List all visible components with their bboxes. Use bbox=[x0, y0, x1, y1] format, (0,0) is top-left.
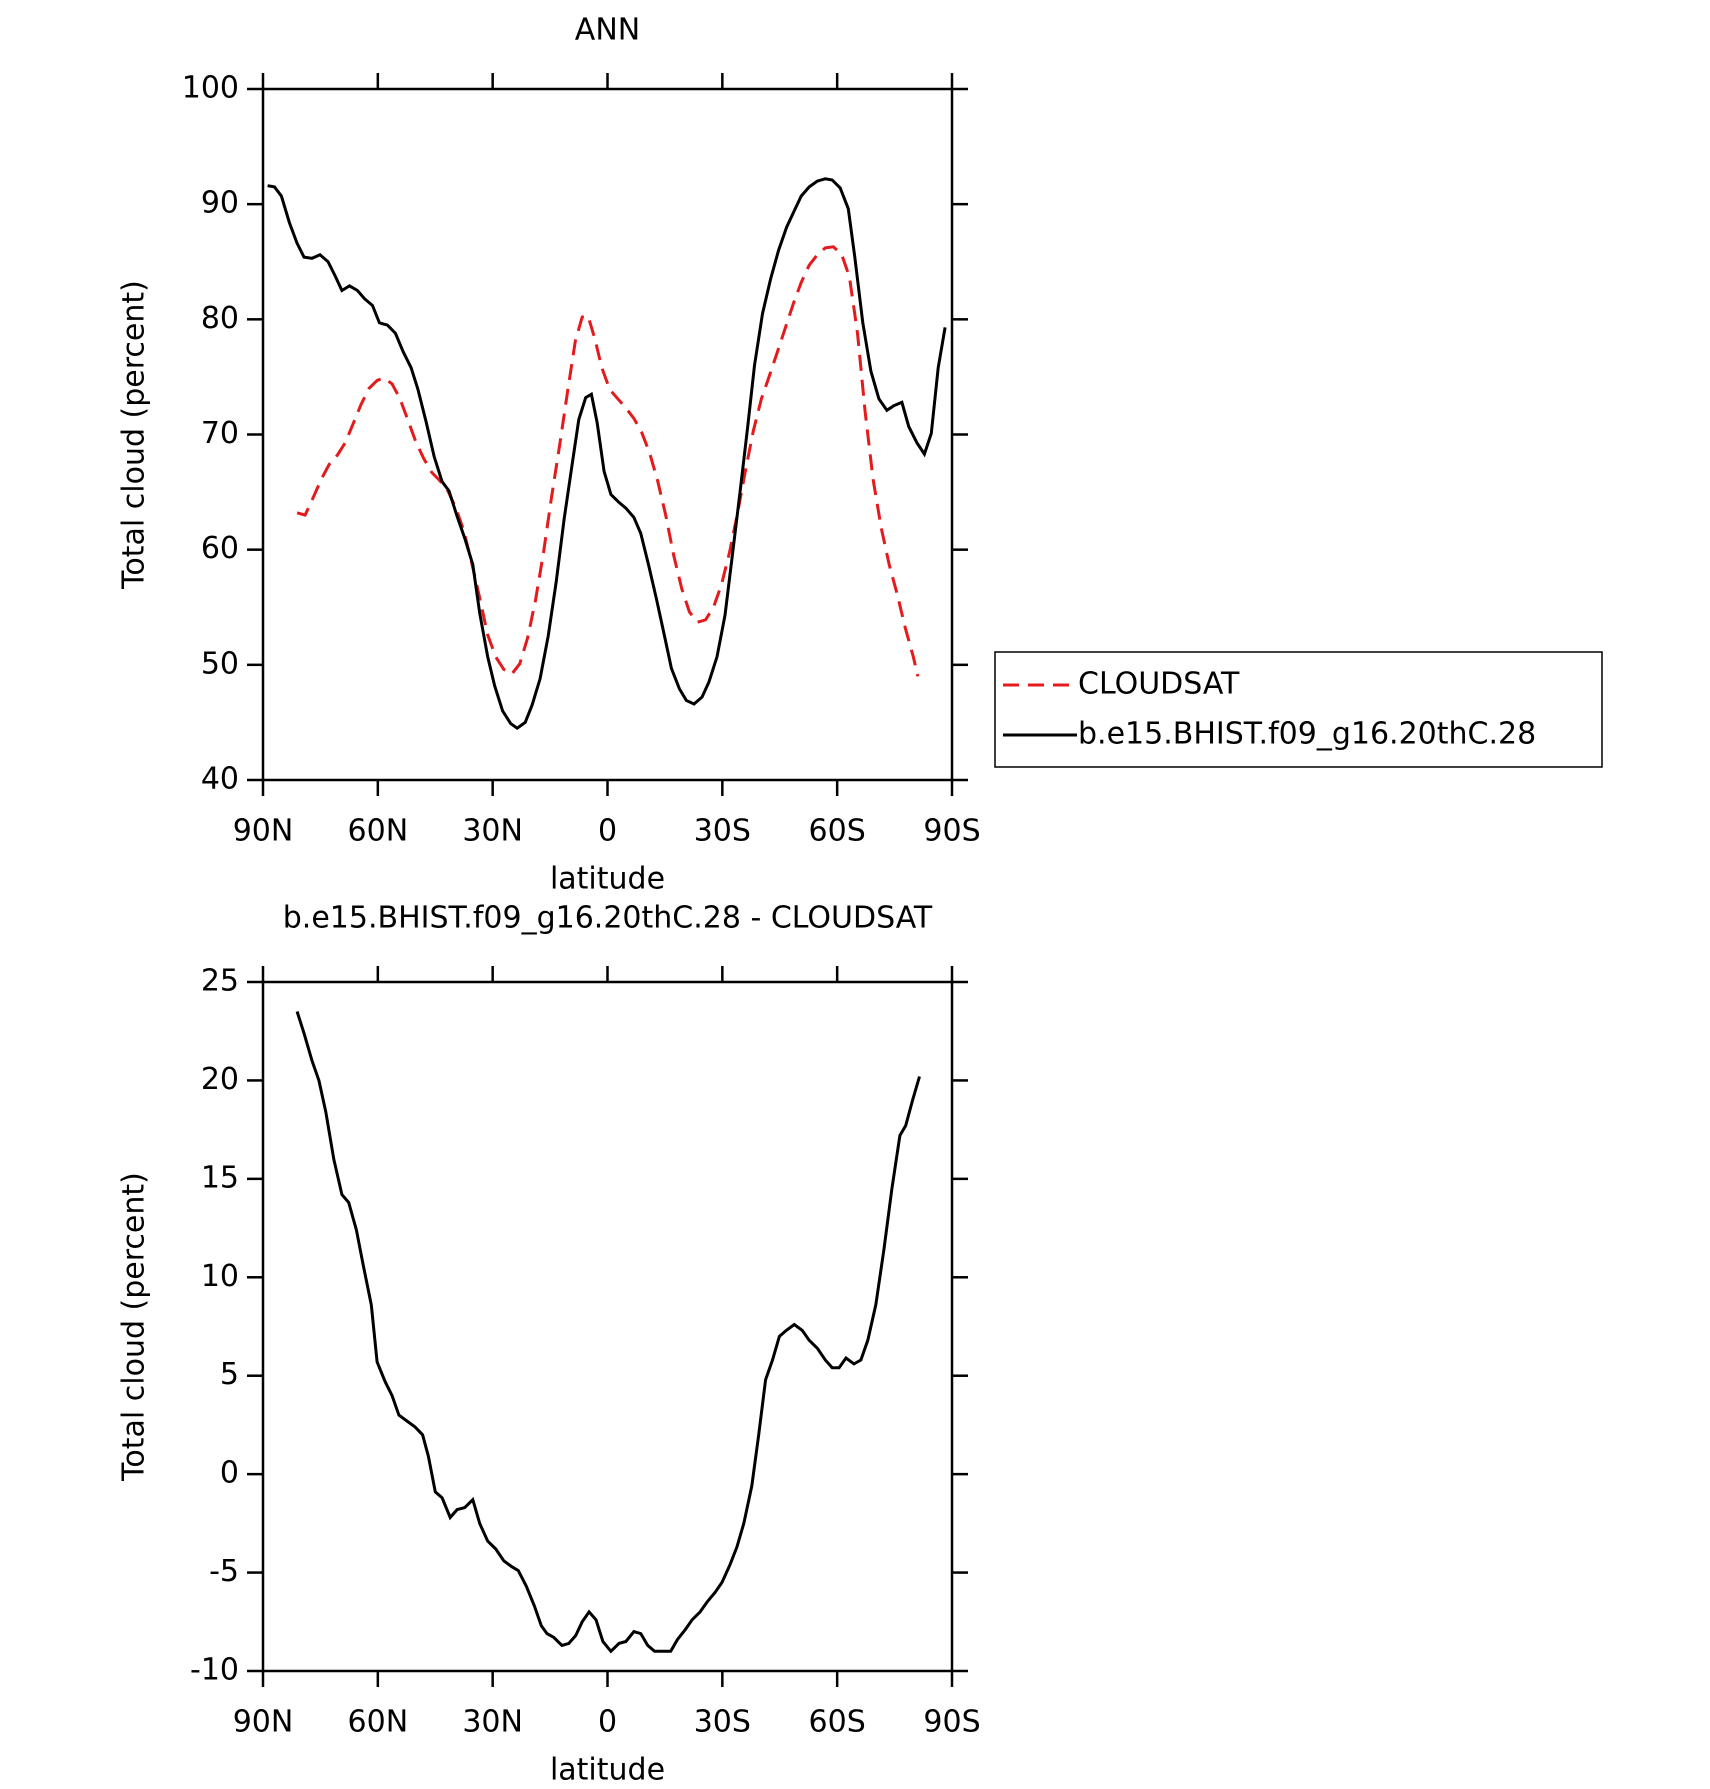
y-tick-label: 15 bbox=[201, 1160, 239, 1195]
x-axis-label: latitude bbox=[550, 1753, 665, 1788]
legend-box bbox=[994, 651, 1603, 768]
data-line bbox=[295, 1011, 921, 1654]
plot-frame bbox=[261, 87, 954, 782]
data-line bbox=[296, 245, 920, 677]
x-axis-label: latitude bbox=[550, 862, 665, 897]
plot-frame bbox=[261, 980, 954, 1673]
y-tick-label: 60 bbox=[201, 531, 239, 566]
x-tick-label: 60N bbox=[348, 814, 409, 849]
y-tick-label: 70 bbox=[201, 416, 239, 451]
y-tick-label: 20 bbox=[201, 1062, 239, 1097]
y-tick-label: 40 bbox=[201, 762, 239, 797]
x-tick-label: 30N bbox=[462, 1705, 523, 1740]
y-axis-label: Total cloud (percent) bbox=[117, 1172, 152, 1482]
x-tick-label: 0 bbox=[598, 814, 617, 849]
y-tick-label: 100 bbox=[182, 71, 239, 106]
legend-label: CLOUDSAT bbox=[1078, 667, 1240, 702]
x-tick-label: 90S bbox=[923, 1705, 980, 1740]
y-tick-label: -10 bbox=[190, 1653, 239, 1688]
y-tick-label: 0 bbox=[220, 1456, 239, 1491]
chart-title: b.e15.BHIST.f09_g16.20thC.28 - CLOUDSAT bbox=[283, 901, 933, 936]
x-tick-label: 90N bbox=[233, 814, 294, 849]
y-tick-label: -5 bbox=[209, 1554, 239, 1589]
y-tick-label: 10 bbox=[201, 1259, 239, 1294]
legend-label: b.e15.BHIST.f09_g16.20thC.28 bbox=[1078, 717, 1536, 752]
y-tick-label: 25 bbox=[201, 964, 239, 999]
x-tick-label: 90N bbox=[233, 1705, 294, 1740]
x-tick-label: 30S bbox=[694, 814, 751, 849]
y-tick-label: 90 bbox=[201, 186, 239, 221]
data-line bbox=[267, 177, 947, 731]
x-tick-label: 90S bbox=[923, 814, 980, 849]
x-tick-label: 30S bbox=[694, 1705, 751, 1740]
x-tick-label: 60S bbox=[809, 1705, 866, 1740]
x-tick-label: 60N bbox=[348, 1705, 409, 1740]
x-tick-label: 30N bbox=[462, 814, 523, 849]
x-tick-label: 60S bbox=[809, 814, 866, 849]
y-tick-label: 50 bbox=[201, 646, 239, 681]
y-tick-label: 80 bbox=[201, 301, 239, 336]
chart-title: ANN bbox=[575, 13, 640, 48]
x-tick-label: 0 bbox=[598, 1705, 617, 1740]
y-axis-label: Total cloud (percent) bbox=[117, 280, 152, 590]
y-tick-label: 5 bbox=[220, 1357, 239, 1392]
